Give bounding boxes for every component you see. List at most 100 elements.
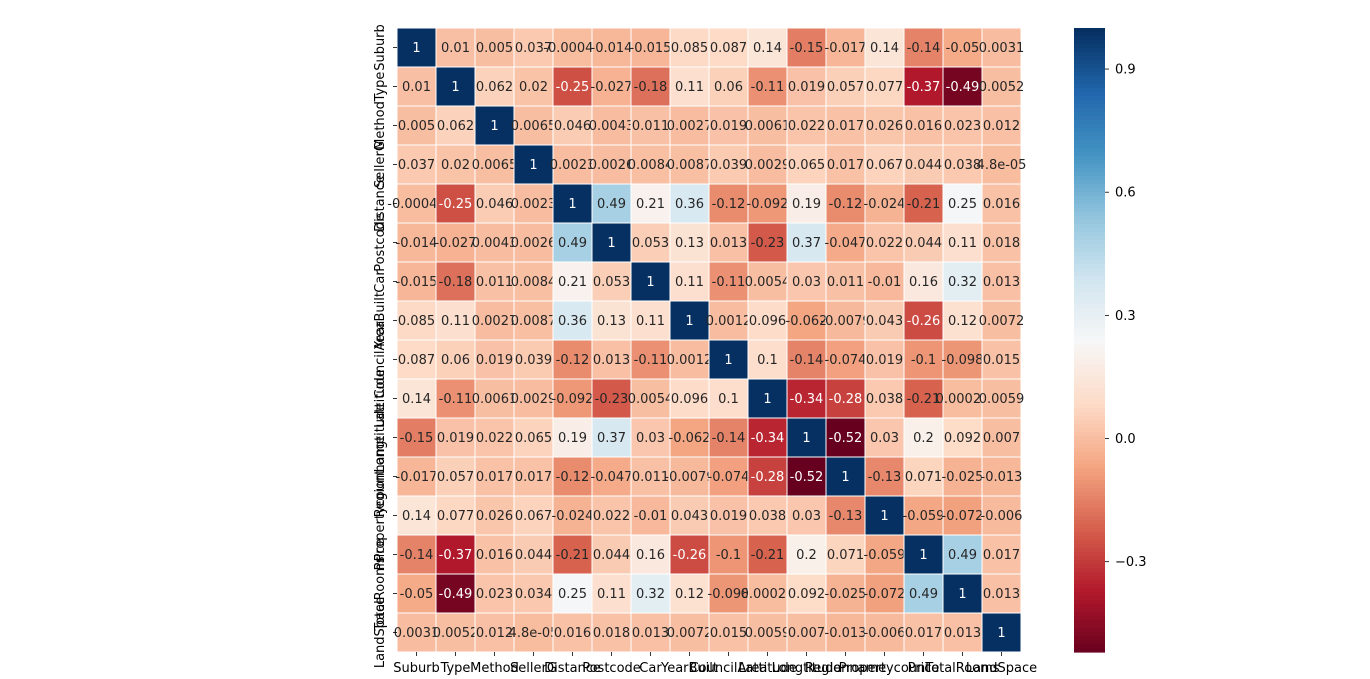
x-tick-label: CouncilArea xyxy=(690,661,768,676)
cell-value-label: 1 xyxy=(451,80,459,95)
colorbar-segment xyxy=(1074,416,1105,421)
cell-value-label: 0.0061 xyxy=(745,119,791,134)
heatmap-cell xyxy=(591,612,632,653)
colorbar-segment xyxy=(1074,84,1105,89)
cell-value-label: 0.022 xyxy=(866,236,903,251)
heatmap-cell xyxy=(825,105,866,146)
cell-value-label: -0.05 xyxy=(946,41,980,56)
y-tick-label: TotalRooms xyxy=(373,556,388,631)
colorbar-tick-label: 0.9 xyxy=(1115,63,1136,78)
cell-value-label: 0.03 xyxy=(792,509,821,524)
heatmap-cell xyxy=(435,573,476,614)
cell-value-label: -0.027 xyxy=(435,236,477,251)
colorbar-segment xyxy=(1074,452,1105,457)
colorbar-segment xyxy=(1074,368,1105,373)
cell-value-label: 0.034 xyxy=(515,587,552,602)
colorbar-segment xyxy=(1074,468,1105,473)
cell-value-label: 0.49 xyxy=(909,587,938,602)
cell-value-label: -0.00047 xyxy=(387,197,445,212)
x-tick-labels: Suburb Type MethodSellerGDistancePostcodeC… xyxy=(393,652,1037,676)
cell-value-label: 0.065 xyxy=(515,431,552,446)
cell-value-label: 0.21 xyxy=(558,275,587,290)
heatmap-cell xyxy=(903,378,944,419)
colorbar-segment xyxy=(1074,396,1105,401)
heatmap-cell xyxy=(591,300,632,341)
colorbar-segment xyxy=(1074,444,1105,449)
cell-value-label: -0.13 xyxy=(868,470,902,485)
cell-value-label: -0.18 xyxy=(439,275,473,290)
cell-value-label: -0.025 xyxy=(825,587,867,602)
cell-value-label: 0.13 xyxy=(597,314,626,329)
cell-value-label: 0.0043 xyxy=(472,236,518,251)
colorbar-tick-label: −0.3 xyxy=(1115,555,1147,570)
cell-value-label: 0.023 xyxy=(944,119,981,134)
cell-value-label: 0.02 xyxy=(441,158,470,173)
cell-value-label: 0.11 xyxy=(597,587,626,602)
x-tick-label: LandSpace xyxy=(966,661,1037,676)
colorbar-segment xyxy=(1074,496,1105,501)
heatmap-cell xyxy=(708,144,749,185)
heatmap-cell xyxy=(552,144,593,185)
cell-value-label: -0.024 xyxy=(864,197,906,212)
cell-value-label: 0.0065 xyxy=(472,158,518,173)
heatmap-cell xyxy=(864,495,905,536)
cell-value-label: 0.017 xyxy=(983,548,1020,563)
colorbar-segment xyxy=(1074,288,1105,293)
cell-value-label: 0.019 xyxy=(710,509,747,524)
cell-value-label: -0.013 xyxy=(825,626,867,641)
cell-value-label: 0.013 xyxy=(983,275,1020,290)
heatmap-cell xyxy=(513,495,554,536)
heatmap-cell xyxy=(591,144,632,185)
colorbar-segment xyxy=(1074,188,1105,193)
heatmap-cell xyxy=(981,105,1022,146)
colorbar-segment xyxy=(1074,360,1105,365)
colorbar-tick-label: 0.6 xyxy=(1115,186,1136,201)
colorbar-segment xyxy=(1074,312,1105,317)
cell-value-label: 0.019 xyxy=(788,80,825,95)
cell-value-label: 0.49 xyxy=(597,197,626,212)
heatmap-cell xyxy=(786,27,827,68)
cell-value-label: 0.0072 xyxy=(667,626,713,641)
heatmap-cell xyxy=(630,573,671,614)
cell-value-label: 0.085 xyxy=(671,41,708,56)
cell-value-label: -0.015 xyxy=(396,275,438,290)
cell-value-label: -0.017 xyxy=(396,470,438,485)
heatmap-cell xyxy=(747,456,788,497)
heatmap-cell xyxy=(981,222,1022,263)
cell-value-label: 0.017 xyxy=(905,626,942,641)
colorbar-segment xyxy=(1074,632,1105,637)
colorbar-segment xyxy=(1074,128,1105,133)
cell-value-label: -0.013 xyxy=(981,470,1023,485)
colorbar-segment xyxy=(1074,104,1105,109)
colorbar-segment xyxy=(1074,388,1105,393)
cell-value-label: 0.092 xyxy=(788,587,825,602)
cell-value-label: 0.011 xyxy=(476,275,513,290)
heatmap-cell xyxy=(552,456,593,497)
colorbar-segment xyxy=(1074,612,1105,617)
cell-value-label: -0.092 xyxy=(747,197,789,212)
heatmap-cell xyxy=(435,144,476,185)
heatmap-cell xyxy=(786,534,827,575)
cell-value-label: 0.37 xyxy=(597,431,626,446)
heatmap-cell xyxy=(981,144,1022,185)
colorbar-segment xyxy=(1074,332,1105,337)
cell-value-label: 0.023 xyxy=(476,587,513,602)
cell-value-label: 0.017 xyxy=(827,158,864,173)
colorbar-segment xyxy=(1074,284,1105,289)
colorbar-segment xyxy=(1074,296,1105,301)
colorbar-segment xyxy=(1074,76,1105,81)
cell-value-label: 0.077 xyxy=(866,80,903,95)
cell-value-label: 0.071 xyxy=(905,470,942,485)
colorbar-segment xyxy=(1074,280,1105,285)
cell-value-label: 0.044 xyxy=(593,548,630,563)
cell-value-label: 1 xyxy=(568,197,576,212)
y-tick-label: LandSpace xyxy=(373,597,388,668)
colorbar-segment xyxy=(1074,236,1105,241)
colorbar-segment xyxy=(1074,256,1105,261)
cell-value-label: 0.013 xyxy=(944,626,981,641)
cell-value-label: -0.072 xyxy=(864,587,906,602)
cell-value-label: 0.077 xyxy=(437,509,474,524)
cell-value-label: -0.23 xyxy=(751,236,785,251)
cell-value-label: -0.25 xyxy=(556,80,590,95)
